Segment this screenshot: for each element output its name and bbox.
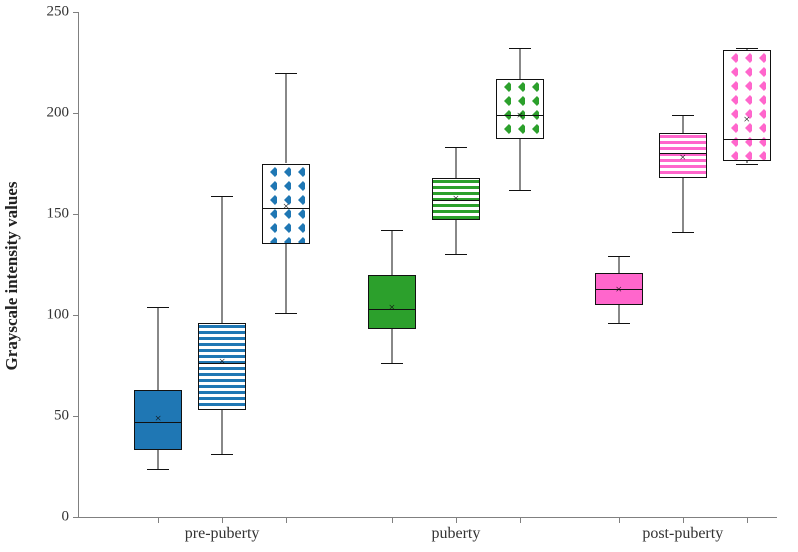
y-tick-label: 250: [47, 4, 70, 21]
iqr-box: [723, 50, 771, 161]
whisker-cap-lower: [275, 313, 297, 314]
whisker-cap-lower: [672, 232, 694, 233]
whisker-cap-lower: [445, 254, 467, 255]
mean-marker: ×: [283, 200, 290, 212]
y-tick: [73, 214, 79, 215]
x-tick: [222, 517, 223, 523]
boxplot-box: ×: [723, 12, 771, 517]
whisker-upper: [618, 256, 619, 272]
y-tick: [73, 416, 79, 417]
whisker-upper: [682, 115, 683, 133]
mean-marker: ×: [615, 283, 622, 295]
whisker-lower: [519, 139, 520, 190]
y-tick-label: 0: [62, 509, 70, 526]
mean-marker: ×: [453, 192, 460, 204]
whisker-upper: [286, 73, 287, 164]
whisker-upper: [391, 230, 392, 274]
boxplot-box: ×: [659, 12, 707, 517]
whisker-cap-upper: [381, 230, 403, 231]
x-tick: [392, 517, 393, 523]
y-tick: [73, 315, 79, 316]
y-tick: [73, 12, 79, 13]
whisker-lower: [618, 305, 619, 323]
x-tick: [747, 517, 748, 523]
y-tick-label: 100: [47, 307, 70, 324]
whisker-cap-lower: [211, 454, 233, 455]
boxplot-box: ×: [496, 12, 544, 517]
mean-marker: ×: [743, 113, 750, 125]
x-group-label: pre-puberty: [185, 525, 260, 543]
whisker-cap-upper: [736, 48, 758, 49]
whisker-cap-lower: [147, 469, 169, 470]
whisker-upper: [519, 48, 520, 78]
mean-marker: ×: [219, 355, 226, 367]
whisker-cap-upper: [211, 196, 233, 197]
x-group-label: post-puberty: [642, 525, 723, 543]
x-group-label: puberty: [431, 525, 480, 543]
boxplot-box: ×: [432, 12, 480, 517]
whisker-upper: [158, 307, 159, 390]
y-tick: [73, 113, 79, 114]
boxplot-box: ×: [198, 12, 246, 517]
chart-container: Grayscale intensity values 0 50 100 150 200 2…: [0, 0, 798, 552]
y-axis-title: Grayscale intensity values: [2, 182, 22, 371]
median-line: [723, 139, 771, 140]
whisker-lower: [455, 220, 456, 254]
y-tick-label: 200: [47, 105, 70, 122]
whisker-upper: [222, 196, 223, 323]
plot-area: 050100150200250pre-puberty×××puberty×××p…: [78, 12, 777, 518]
boxplot-box: ×: [262, 12, 310, 517]
mean-marker: ×: [389, 301, 396, 313]
whisker-cap-lower: [509, 190, 531, 191]
boxplot-box: ×: [595, 12, 643, 517]
y-tick-label: 150: [47, 206, 70, 223]
mean-marker: ×: [679, 151, 686, 163]
whisker-upper: [455, 147, 456, 177]
whisker-cap-upper: [608, 256, 630, 257]
x-tick: [286, 517, 287, 523]
whisker-lower: [158, 450, 159, 468]
mean-marker: ×: [155, 412, 162, 424]
x-tick: [456, 517, 457, 523]
x-tick: [158, 517, 159, 523]
boxplot-box: ×: [134, 12, 182, 517]
whisker-cap-upper: [509, 48, 531, 49]
whisker-lower: [286, 244, 287, 313]
whisker-cap-lower: [381, 363, 403, 364]
x-tick: [520, 517, 521, 523]
mean-marker: ×: [517, 109, 524, 121]
whisker-cap-upper: [147, 307, 169, 308]
y-tick: [73, 517, 79, 518]
whisker-lower: [391, 329, 392, 363]
x-tick: [683, 517, 684, 523]
y-tick-label: 50: [54, 408, 69, 425]
whisker-cap-upper: [672, 115, 694, 116]
whisker-lower: [222, 410, 223, 454]
whisker-cap-upper: [275, 73, 297, 74]
whisker-cap-upper: [445, 147, 467, 148]
x-tick: [619, 517, 620, 523]
whisker-lower: [682, 178, 683, 233]
whisker-cap-lower: [736, 164, 758, 165]
boxplot-box: ×: [368, 12, 416, 517]
whisker-cap-lower: [608, 323, 630, 324]
